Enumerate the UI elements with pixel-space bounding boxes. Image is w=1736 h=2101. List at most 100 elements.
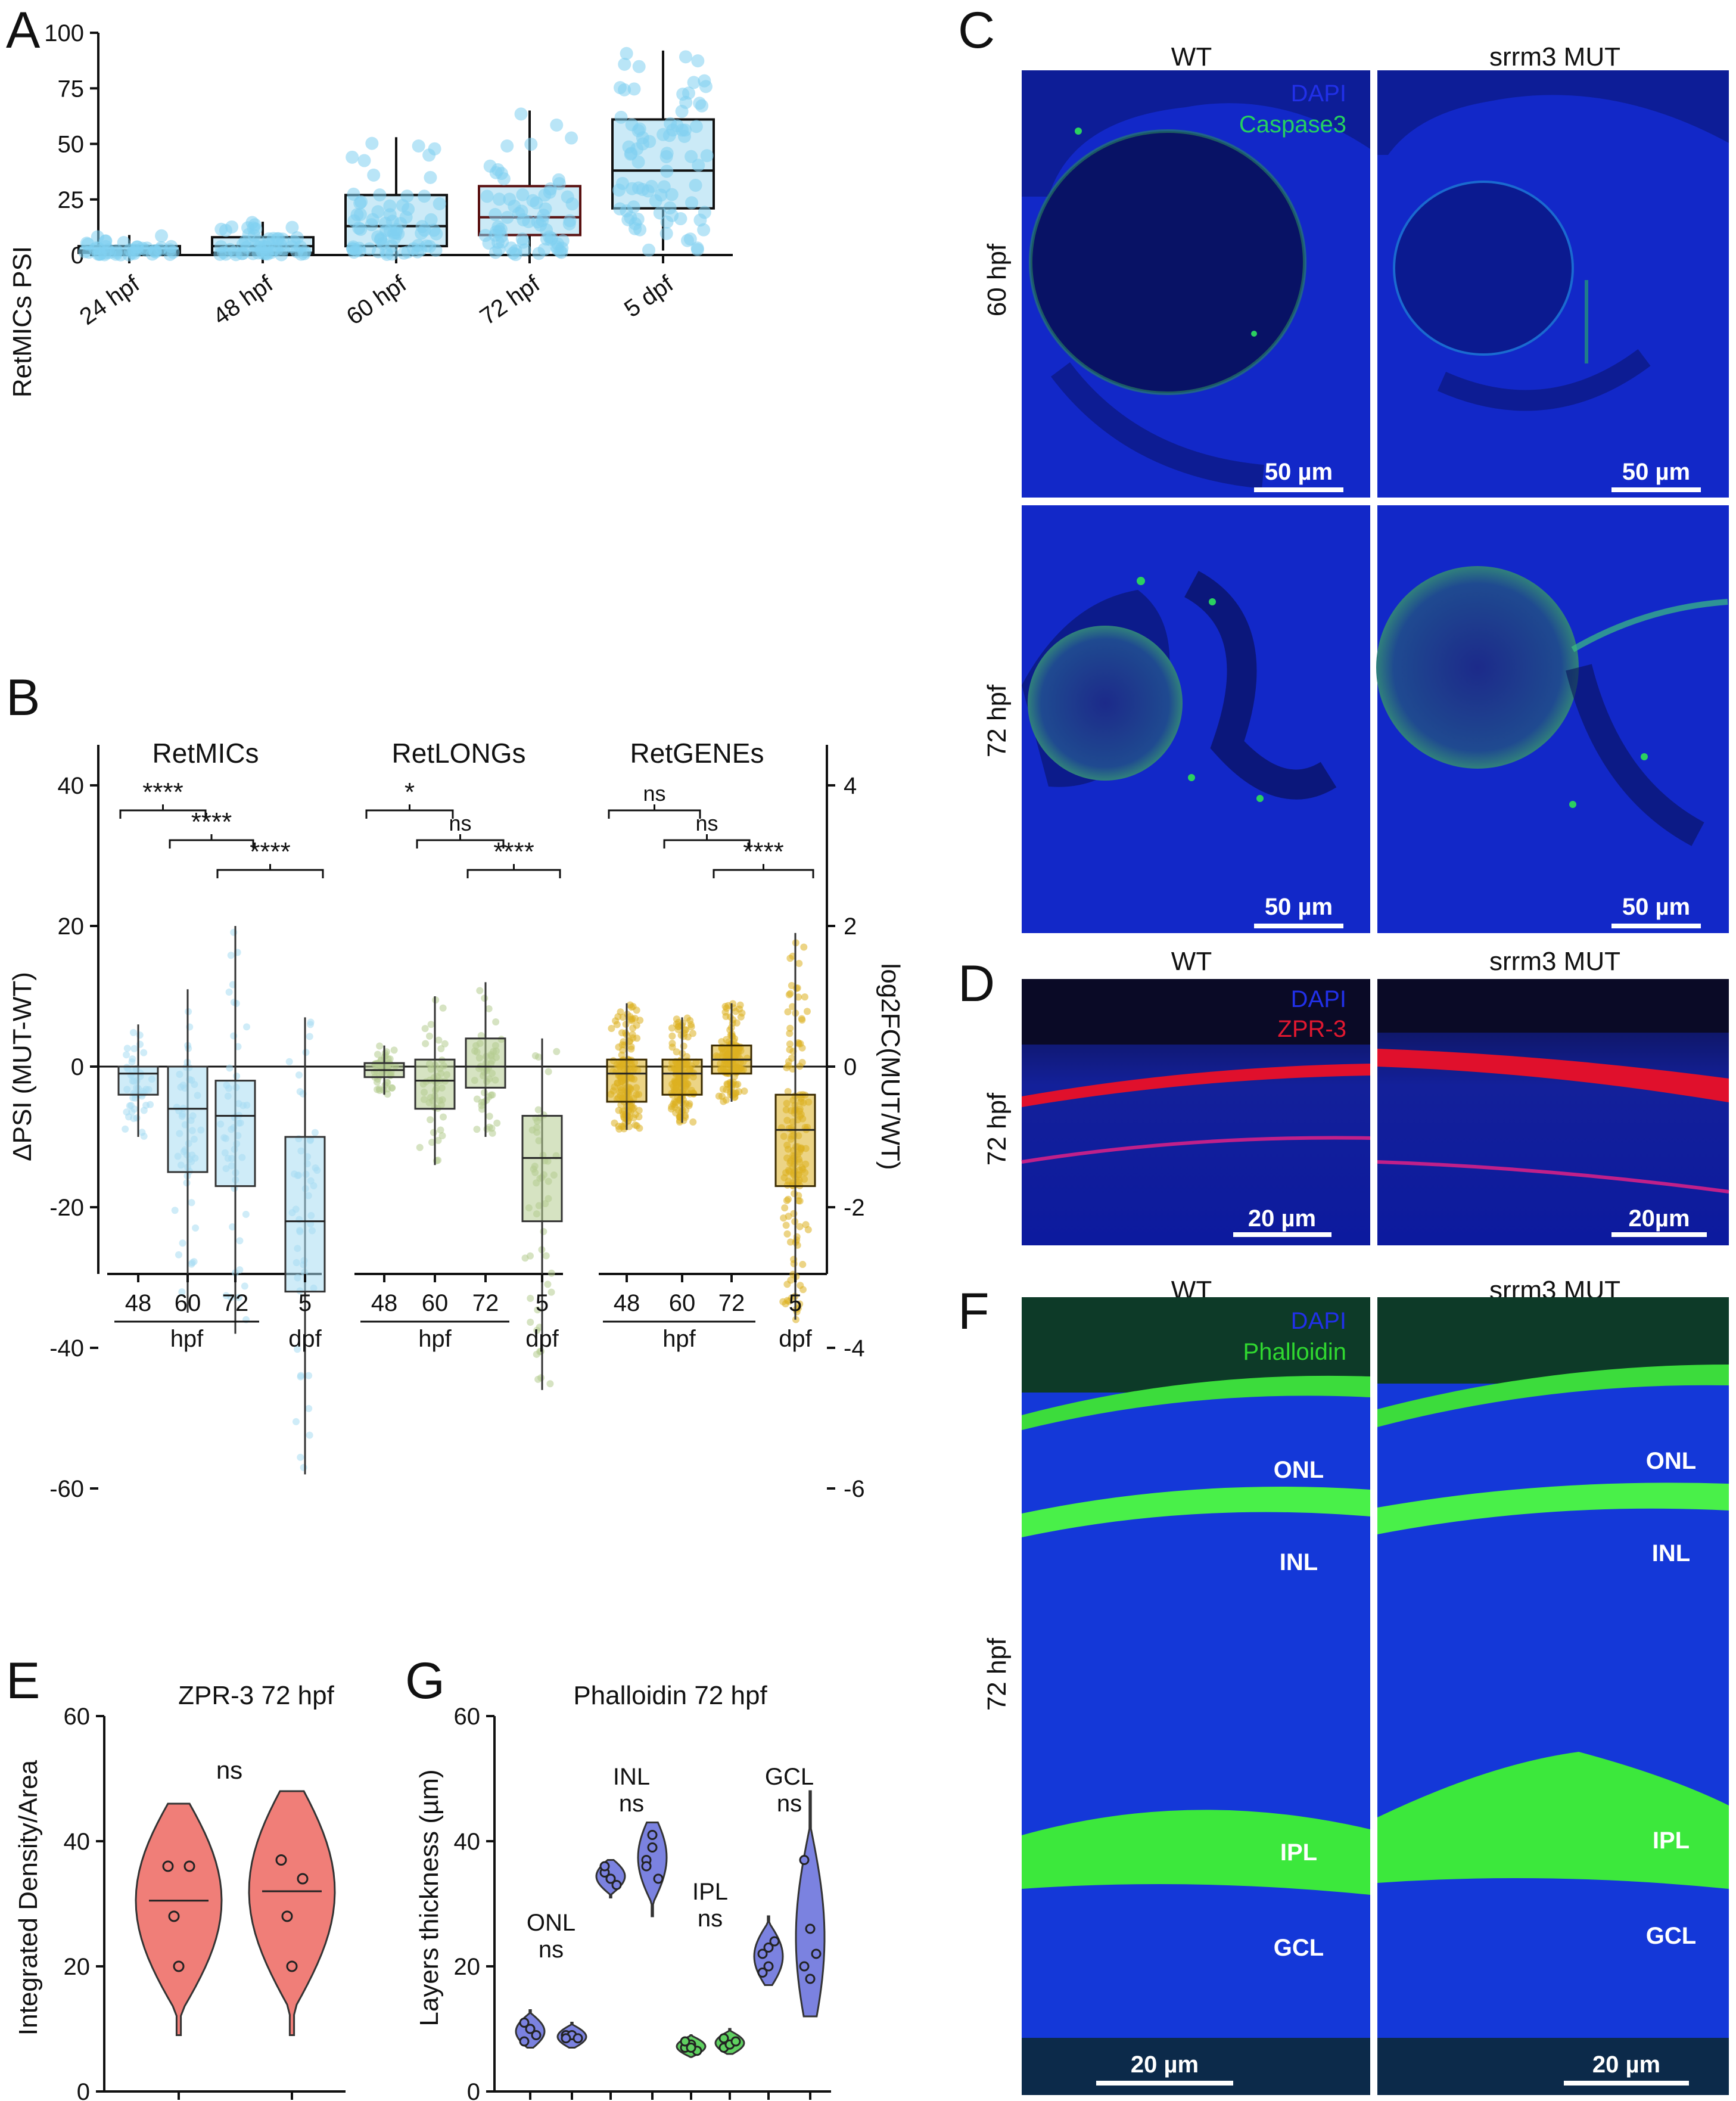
b-point: [617, 1008, 624, 1016]
b-point: [122, 1125, 129, 1133]
b-point: [553, 1048, 561, 1055]
g-ytick-label: 40: [454, 1829, 481, 1855]
panel-g: G Phalloidin 72 hpf Layers thickness (µm…: [405, 1652, 831, 2101]
a-point: [126, 246, 139, 260]
b-point: [527, 1295, 534, 1303]
a-point: [427, 223, 441, 237]
panel-b-ylabel-right: log2FC(MUT/WT): [876, 963, 905, 1170]
g-point: [519, 2036, 530, 2047]
a-point: [166, 245, 180, 259]
b-point: [534, 1106, 542, 1114]
b-xtick-label: 60: [669, 1290, 696, 1316]
a-point: [691, 54, 705, 68]
e-ytick-label: 40: [64, 1829, 91, 1855]
b-point: [715, 1092, 723, 1100]
b-point: [780, 1214, 788, 1222]
micrograph-c-60-mut: 50 µm: [1377, 70, 1729, 498]
b-point: [295, 1071, 303, 1079]
e-point: [168, 1910, 180, 1922]
b-sig-bracket: [416, 834, 505, 849]
panel-e-plot: 0204060WTMUT: [64, 1704, 346, 2101]
e-point: [275, 1854, 287, 1866]
panel-f: F WT srrm3 MUT 72 hpf DAPI Phalloidin ON…: [958, 1276, 1729, 2095]
a-point: [493, 192, 506, 206]
b-point: [797, 1282, 804, 1289]
panel-g-plot: 0204060WTMUTWTMUTWTMUTWTMUTONLnsINLnsIPL…: [454, 1704, 831, 2101]
a-point: [553, 244, 567, 258]
b-point: [729, 1000, 737, 1008]
scale-bar-c4: 50 µm: [1622, 894, 1690, 920]
panel-a-plot: [77, 33, 733, 262]
b-point: [430, 1129, 437, 1136]
b-box: [167, 1065, 209, 1173]
group-label-retgenes: RetGENEs: [630, 738, 764, 769]
b-point: [123, 1045, 131, 1052]
a-point: [697, 223, 711, 237]
b-xtick-label: 48: [371, 1290, 398, 1316]
a-point: [613, 202, 627, 216]
a-xtick-label: 24 hpf: [75, 271, 145, 330]
b-point: [547, 1288, 555, 1296]
micrograph-c-60-wt: DAPI Caspase3 50 µm: [1022, 70, 1370, 498]
a-point: [365, 136, 379, 150]
a-point: [627, 82, 641, 96]
a-point: [489, 166, 503, 179]
b-point: [227, 952, 235, 959]
b-ytick-label: 20: [58, 913, 85, 940]
panel-c-row-60: 60 hpf: [982, 243, 1012, 316]
g-point: [641, 1861, 652, 1872]
a-point: [379, 245, 393, 259]
b-point: [140, 1107, 148, 1114]
b-point: [305, 1404, 313, 1412]
b-point: [242, 1210, 250, 1218]
a-point: [659, 150, 673, 163]
b-point: [621, 1029, 629, 1037]
b-point: [236, 1237, 244, 1245]
g-point: [573, 2033, 583, 2044]
scale-bar-c3: 50 µm: [1265, 894, 1333, 920]
b-point: [521, 1254, 529, 1262]
scale-bar-c1: 50 µm: [1265, 459, 1333, 485]
b-point: [438, 1132, 446, 1140]
b-box: [414, 1058, 456, 1110]
g-point: [647, 1842, 658, 1853]
g-point: [647, 1830, 658, 1840]
a-point: [664, 117, 677, 130]
a-point: [698, 206, 711, 219]
e-violin: [248, 1790, 336, 2036]
a-point: [561, 190, 574, 204]
scale-bar-c2: 50 µm: [1622, 459, 1690, 485]
a-point: [433, 197, 446, 210]
b-point: [427, 1021, 435, 1028]
a-point: [612, 184, 626, 197]
b-point: [792, 984, 800, 992]
a-point: [685, 150, 698, 163]
b-point: [783, 1230, 791, 1238]
e-ytick-label: 0: [77, 2079, 90, 2101]
b-point: [129, 1055, 136, 1063]
g-point: [730, 2036, 741, 2047]
b-point: [421, 1025, 429, 1033]
b-point: [296, 1088, 304, 1096]
b-point: [416, 1143, 424, 1151]
g-point: [811, 1948, 822, 1959]
b-point: [689, 1030, 696, 1037]
b-ytick-right-label: -4: [844, 1335, 865, 1362]
panel-e-title: ZPR-3 72 hpf: [178, 1681, 334, 1710]
layer-label-onl-mut: ONL: [1646, 1448, 1696, 1474]
b-point: [140, 1049, 148, 1056]
b-point: [781, 1204, 789, 1212]
b-sig-label: ns: [695, 811, 718, 835]
a-point: [685, 196, 699, 210]
g-ytick-label: 60: [454, 1704, 481, 1730]
b-xtick-label: 60: [175, 1290, 201, 1316]
b-box: [521, 1115, 563, 1223]
a-point: [625, 182, 639, 195]
a-point: [632, 60, 646, 73]
b-unit-dpf: dpf: [779, 1326, 812, 1352]
b-box: [465, 1037, 506, 1089]
b-point: [786, 1024, 794, 1032]
b-point: [437, 1045, 445, 1053]
b-point: [307, 1018, 315, 1026]
